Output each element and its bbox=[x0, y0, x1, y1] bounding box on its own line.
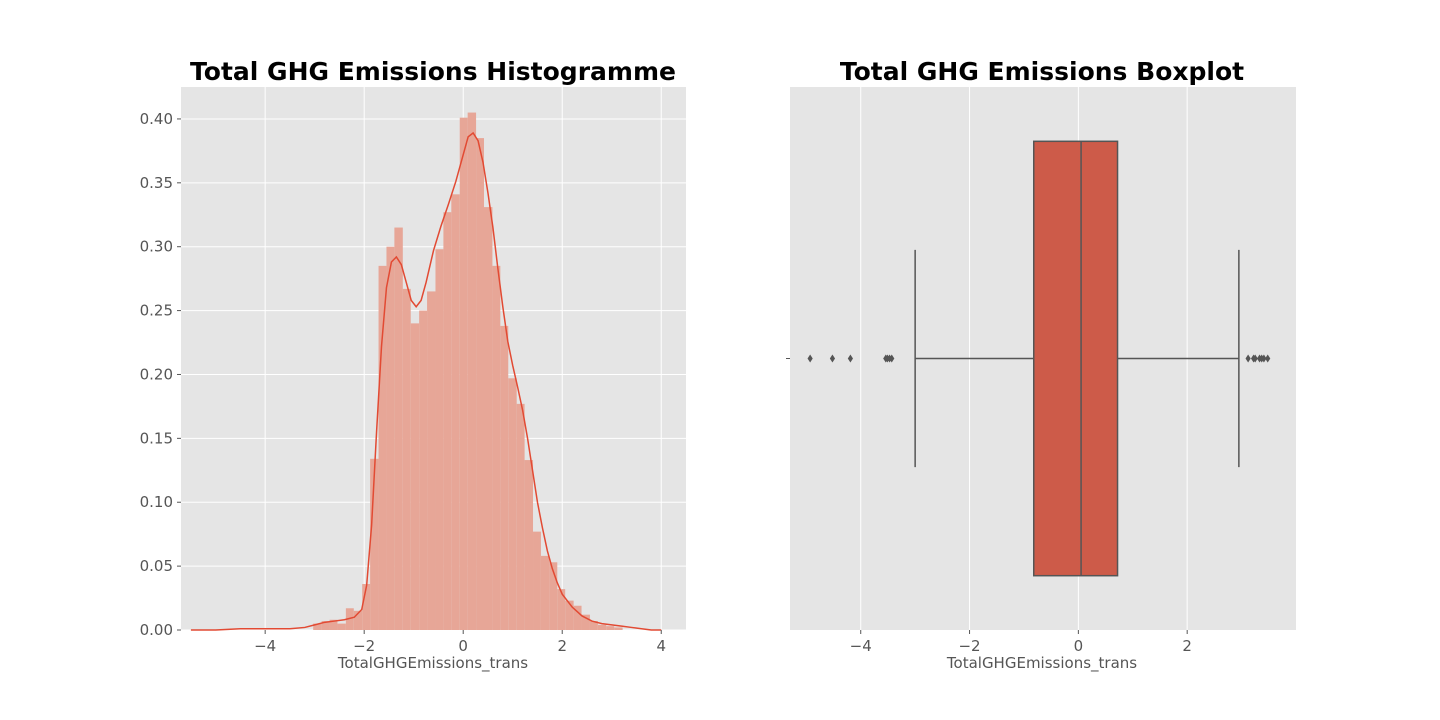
boxplot-x-ticks: −4 −2 0 2 bbox=[786, 358, 1192, 655]
histogram-bar bbox=[581, 614, 590, 630]
histogram-bar bbox=[614, 627, 623, 630]
histogram-bar bbox=[549, 562, 558, 630]
outlier-point bbox=[847, 354, 853, 363]
x-tick-label: 0 bbox=[1074, 637, 1084, 655]
y-tick-label: 0.15 bbox=[140, 429, 173, 447]
outlier-point bbox=[829, 354, 836, 363]
histogram-bar bbox=[540, 555, 550, 630]
y-tick-label: 0.40 bbox=[140, 110, 173, 128]
outlier-point bbox=[1245, 354, 1251, 363]
histogram-bar bbox=[329, 619, 338, 630]
outlier-point bbox=[1252, 354, 1258, 363]
boxplot-title: Total GHG Emissions Boxplot bbox=[840, 57, 1244, 86]
histogram-bar bbox=[337, 623, 346, 630]
y-tick-label: 0.00 bbox=[140, 621, 173, 639]
x-tick-label: −4 bbox=[850, 637, 872, 655]
histogram-bar bbox=[597, 624, 607, 630]
x-tick-label: 4 bbox=[656, 637, 666, 655]
histogram-bar bbox=[467, 112, 477, 631]
histogram-y-ticks: 0.00 0.05 0.10 0.15 0.20 0.25 0.30 0.35 0.40 bbox=[140, 110, 181, 639]
histogram-bar bbox=[524, 460, 534, 630]
y-tick-label: 0.30 bbox=[140, 238, 173, 256]
histogram-bar bbox=[419, 310, 428, 630]
x-tick-label: −4 bbox=[254, 637, 276, 655]
outlier-point bbox=[1265, 354, 1271, 363]
histogram-bar bbox=[443, 212, 452, 630]
histogram-bar bbox=[557, 589, 566, 630]
x-tick-label: −2 bbox=[958, 637, 980, 655]
histogram-bar bbox=[516, 403, 525, 630]
x-tick-label: −2 bbox=[353, 637, 375, 655]
histogram-bar bbox=[451, 194, 460, 630]
histogram-bar bbox=[484, 207, 493, 630]
histogram-bar bbox=[321, 621, 330, 630]
box-iqr bbox=[1033, 140, 1119, 577]
histogram-panel: Total GHG Emissions Histogramme −4 −2 0 2 4 … bbox=[140, 57, 686, 673]
histogram-title: Total GHG Emissions Histogramme bbox=[190, 57, 676, 86]
x-tick-label: 2 bbox=[1182, 637, 1192, 655]
y-tick-label: 0.20 bbox=[140, 365, 173, 383]
histogram-bar bbox=[606, 626, 615, 630]
y-tick-label: 0.35 bbox=[140, 174, 173, 192]
histogram-bar bbox=[476, 138, 484, 630]
histogram-bar bbox=[435, 249, 444, 630]
histogram-bar bbox=[459, 117, 468, 631]
outlier-point bbox=[889, 354, 895, 363]
histogram-bar bbox=[410, 323, 420, 630]
histogram-bar bbox=[402, 288, 411, 630]
histogram-bar bbox=[492, 265, 501, 630]
outlier-point bbox=[1261, 354, 1267, 363]
histogram-bar bbox=[370, 458, 379, 630]
boxplot-panel: Total GHG Emissions Boxplot −4 −2 0 2 Total… bbox=[786, 57, 1296, 673]
histogram-bar bbox=[386, 246, 395, 631]
histogram-bar bbox=[353, 610, 363, 630]
histogram-bar bbox=[378, 265, 387, 630]
histogram-bar bbox=[313, 623, 322, 630]
outlier-point bbox=[807, 354, 813, 363]
histogram-bar bbox=[589, 621, 598, 630]
histogram-x-ticks: −4 −2 0 2 4 bbox=[254, 630, 666, 655]
histogram-bar bbox=[394, 227, 403, 630]
y-tick-label: 0.10 bbox=[140, 493, 173, 511]
boxplot-body bbox=[914, 140, 1240, 577]
boxplot-outliers bbox=[807, 354, 1271, 363]
histogram-bar bbox=[362, 584, 371, 630]
histogram-x-axis-label: TotalGHGEmissions_trans bbox=[337, 654, 528, 673]
histogram-bar bbox=[565, 600, 574, 630]
y-tick-label: 0.05 bbox=[140, 557, 173, 575]
x-tick-label: 0 bbox=[458, 637, 468, 655]
y-tick-label: 0.25 bbox=[140, 302, 173, 320]
histogram-bar bbox=[427, 291, 436, 630]
histogram-bar bbox=[500, 325, 509, 630]
x-tick-label: 2 bbox=[557, 637, 567, 655]
histogram-bars bbox=[313, 112, 623, 631]
histogram-bar bbox=[573, 605, 582, 630]
kde-line bbox=[190, 131, 662, 631]
histogram-bar bbox=[533, 531, 541, 630]
histogram-bar bbox=[508, 378, 517, 630]
boxplot-x-axis-label: TotalGHGEmissions_trans bbox=[946, 654, 1137, 673]
